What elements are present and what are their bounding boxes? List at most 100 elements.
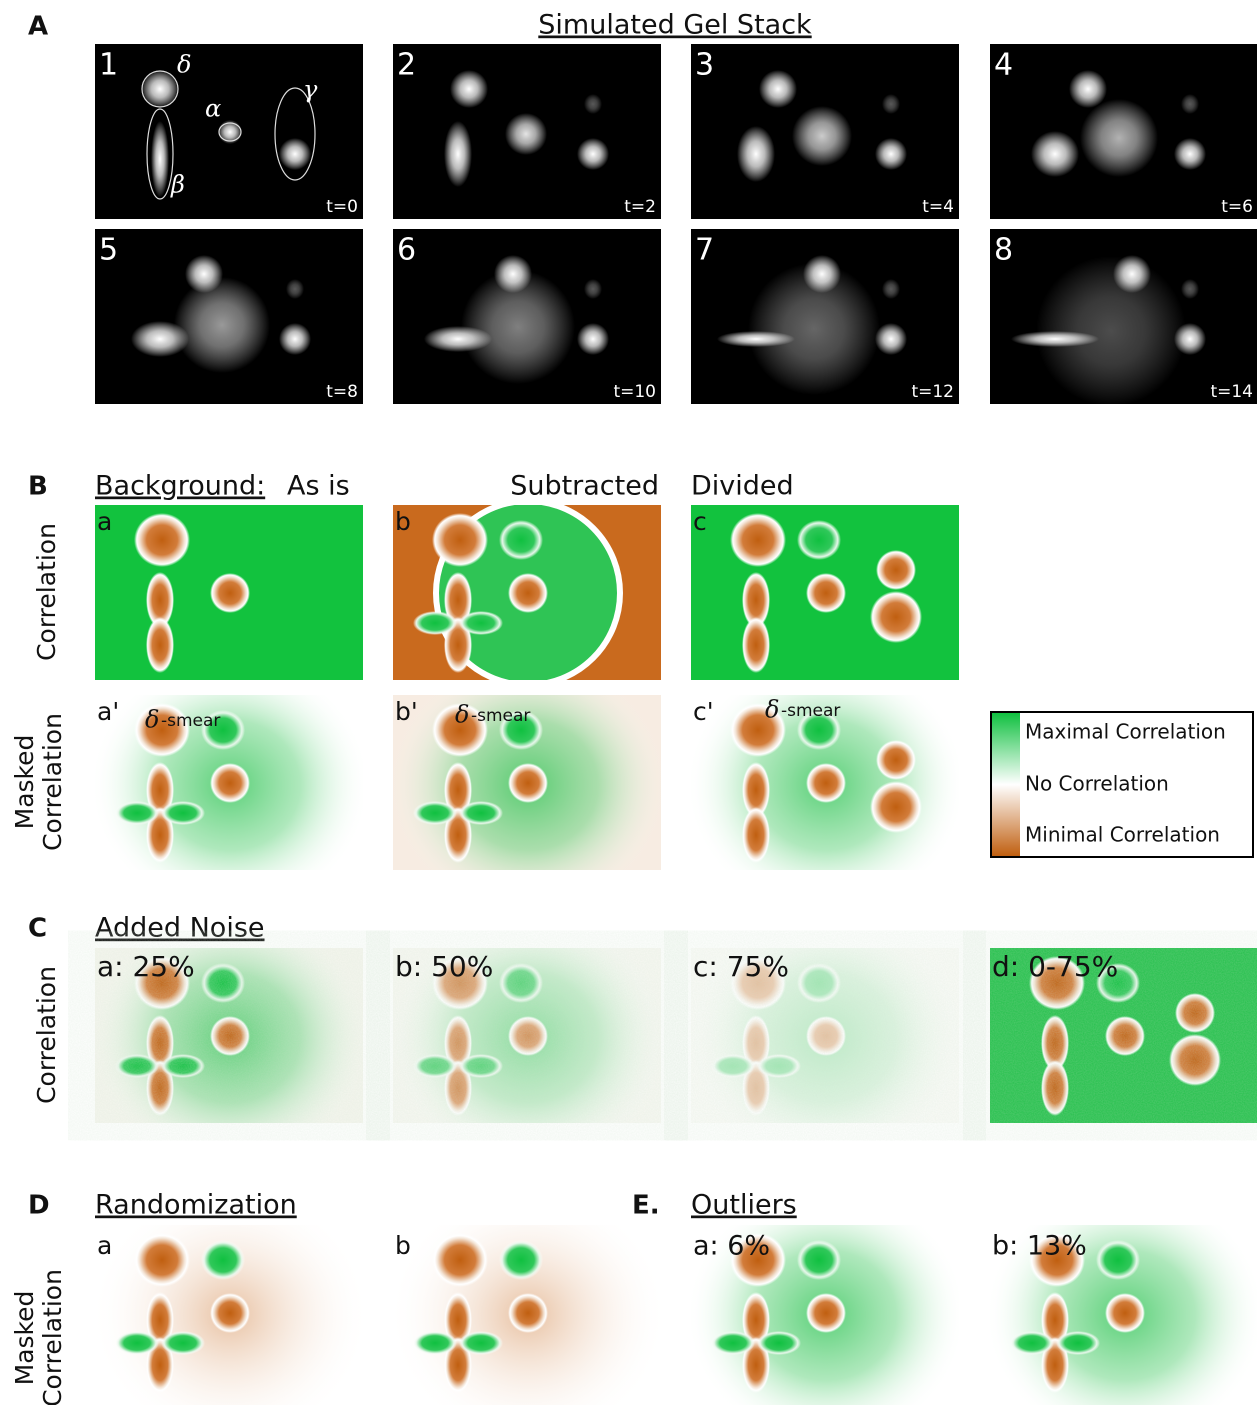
- image-content: [691, 695, 959, 870]
- spot-outline: [274, 87, 316, 181]
- spot: [1181, 279, 1199, 299]
- spot: [459, 801, 503, 825]
- image-panel: a: [95, 1225, 363, 1405]
- image-panel: b' δ -smear: [393, 695, 661, 870]
- smear-text: -smear: [471, 706, 530, 726]
- image-panel: 8 t=14: [990, 229, 1257, 404]
- frame-index: 5: [99, 233, 118, 268]
- image-content: [990, 44, 1257, 219]
- spot: [711, 1331, 755, 1355]
- spot: [444, 762, 472, 818]
- spot: [730, 513, 786, 567]
- spot: [413, 1331, 457, 1355]
- image-content: [691, 1225, 959, 1405]
- row-label: Correlation: [38, 713, 67, 851]
- spot: [444, 572, 472, 628]
- smear-symbol: δ: [145, 706, 159, 734]
- spot-label: β: [170, 171, 185, 199]
- spot: [730, 703, 786, 757]
- spot: [584, 279, 602, 299]
- sublabel: a': [97, 697, 119, 726]
- spot: [797, 520, 841, 560]
- frame-time: t=4: [922, 197, 954, 217]
- spot: [286, 279, 304, 299]
- spot: [1096, 1240, 1140, 1280]
- spot: [717, 331, 795, 347]
- spot: [413, 801, 457, 825]
- spot: [1036, 256, 1186, 404]
- noise: [691, 948, 959, 1123]
- frame-time: t=8: [326, 382, 358, 402]
- image-content: [393, 1225, 661, 1405]
- sublabel: a: [97, 507, 112, 536]
- frame-time: t=6: [1221, 197, 1253, 217]
- spot: [424, 326, 492, 352]
- spot: [806, 1293, 846, 1333]
- sublabel: c: [693, 507, 707, 536]
- spot: [876, 550, 916, 590]
- spot: [459, 1331, 503, 1355]
- spot: [1174, 138, 1206, 170]
- image-content: [95, 505, 363, 680]
- panel-label: d: 0-75%: [992, 950, 1118, 983]
- image-content: [691, 229, 959, 404]
- spot: [584, 94, 602, 114]
- spot: [444, 1292, 472, 1348]
- row-label: Correlation: [32, 523, 61, 661]
- image-content: [990, 229, 1257, 404]
- column-header: As is: [287, 471, 350, 502]
- spot: [1105, 1293, 1145, 1333]
- spot: [876, 740, 916, 780]
- image-panel: b: [393, 1225, 661, 1405]
- smear-symbol: δ: [455, 701, 469, 729]
- spot: [201, 1240, 245, 1280]
- image-panel: a: 25%: [95, 948, 363, 1123]
- spot-label: γ: [303, 76, 318, 104]
- panel-title: Randomization: [95, 1190, 297, 1221]
- spot: [146, 1292, 174, 1348]
- spot: [1181, 94, 1199, 114]
- frame-index: 4: [994, 48, 1013, 83]
- spot: [141, 70, 179, 108]
- row-label: Masked: [10, 1291, 39, 1386]
- spot: [737, 126, 775, 182]
- spot: [757, 1331, 801, 1355]
- spot-outline: [218, 122, 242, 142]
- image-panel: d: 0-75%: [990, 948, 1257, 1123]
- panel-title: Simulated Gel Stack: [538, 10, 812, 41]
- spot: [1174, 323, 1206, 355]
- legend-label: No Correlation: [1025, 772, 1169, 796]
- spot: [505, 113, 547, 155]
- spot: [432, 703, 488, 757]
- spot: [742, 572, 770, 628]
- spot: [134, 703, 190, 757]
- spot: [146, 617, 174, 673]
- image-content: [691, 44, 959, 219]
- spot: [875, 138, 907, 170]
- spot: [792, 106, 852, 166]
- spot: [875, 323, 907, 355]
- spot: [577, 323, 609, 355]
- column-header: Divided: [691, 471, 794, 502]
- image-panel: 2 t=2: [393, 44, 661, 219]
- image-panel: b: 50%: [393, 948, 661, 1123]
- panel-label: a: 6%: [693, 1231, 770, 1262]
- sublabel: b: [395, 1231, 411, 1260]
- image-panel: c' δ -smear: [691, 695, 959, 870]
- frame-index: 8: [994, 233, 1013, 268]
- spot: [806, 763, 846, 803]
- spot: [806, 573, 846, 613]
- image-panel: c: [691, 505, 959, 680]
- spot: [279, 138, 311, 170]
- image-panel: a' δ -smear: [95, 695, 363, 870]
- panel-label: b: 50%: [395, 950, 493, 983]
- smear-symbol: δ: [765, 696, 779, 724]
- spot: [432, 513, 488, 567]
- image-content: [95, 1225, 363, 1405]
- image-content: [990, 1225, 1257, 1405]
- spot: [577, 138, 609, 170]
- legend-label: Minimal Correlation: [1025, 823, 1220, 847]
- spot: [131, 321, 189, 357]
- panel-letter: B: [28, 472, 48, 502]
